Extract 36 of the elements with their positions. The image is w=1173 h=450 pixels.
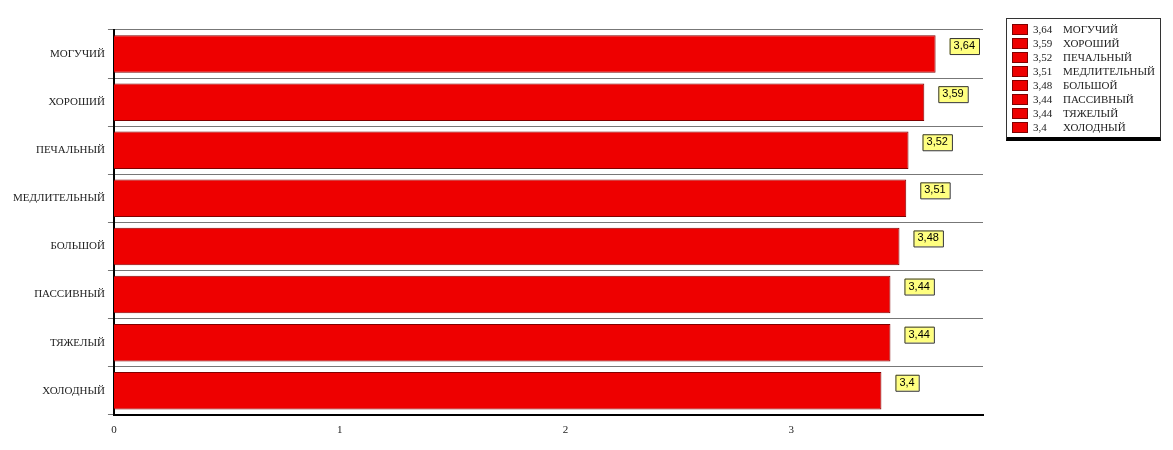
data-label: 3,52 bbox=[926, 135, 948, 148]
text: 3,51 bbox=[1033, 65, 1053, 77]
y-tick-label: ТЯЖЕЛЫЙ bbox=[49, 335, 105, 348]
data-label: 3,44 bbox=[908, 327, 930, 340]
y-tick-label: ПАССИВНЫЙ bbox=[34, 287, 106, 300]
text: ПЕЧАЛЬНЫЙ bbox=[1063, 51, 1133, 63]
x-tick-label: 2 bbox=[562, 423, 569, 436]
text: ХОЛОДНЫЙ bbox=[1063, 121, 1126, 133]
text: 3,64 bbox=[1033, 23, 1053, 35]
y-tick-label: ПЕЧАЛЬНЫЙ bbox=[35, 143, 106, 156]
x-tick-label: 0 bbox=[111, 423, 118, 436]
y-tick-label: ХОРОШИЙ bbox=[48, 95, 106, 108]
x-tick-label: 3 bbox=[788, 423, 795, 436]
data-label: 3,59 bbox=[942, 87, 964, 100]
text: ПАССИВНЫЙ bbox=[1063, 93, 1134, 105]
data-label: 3,4 bbox=[899, 375, 915, 388]
text: 3,59 bbox=[1033, 37, 1053, 49]
data-label: 3,48 bbox=[917, 231, 939, 244]
y-tick-label: МЕДЛИТЕЛЬНЫЙ bbox=[12, 191, 105, 204]
y-tick-label: МОГУЧИЙ bbox=[50, 46, 105, 59]
text: 3,52 bbox=[1033, 51, 1053, 63]
text: МЕДЛИТЕЛЬНЫЙ bbox=[1063, 65, 1155, 77]
text: 3,44 bbox=[1033, 93, 1053, 105]
text: ТЯЖЕЛЫЙ bbox=[1063, 107, 1119, 119]
x-tick-label: 1 bbox=[336, 423, 343, 436]
data-label: 3,51 bbox=[924, 183, 946, 196]
text: МОГУЧИЙ bbox=[1063, 23, 1118, 35]
text: БОЛЬШОЙ bbox=[1063, 79, 1118, 91]
text: ХОРОШИЙ bbox=[1063, 37, 1120, 49]
text: 3,48 bbox=[1033, 79, 1053, 91]
y-tick-label: БОЛЬШОЙ bbox=[50, 239, 106, 252]
text: 3,44 bbox=[1033, 107, 1053, 119]
text: 3,4 bbox=[1033, 121, 1047, 133]
data-label: 3,44 bbox=[908, 279, 930, 292]
data-label: 3,64 bbox=[953, 39, 976, 52]
y-tick-label: ХОЛОДНЫЙ bbox=[42, 383, 106, 396]
